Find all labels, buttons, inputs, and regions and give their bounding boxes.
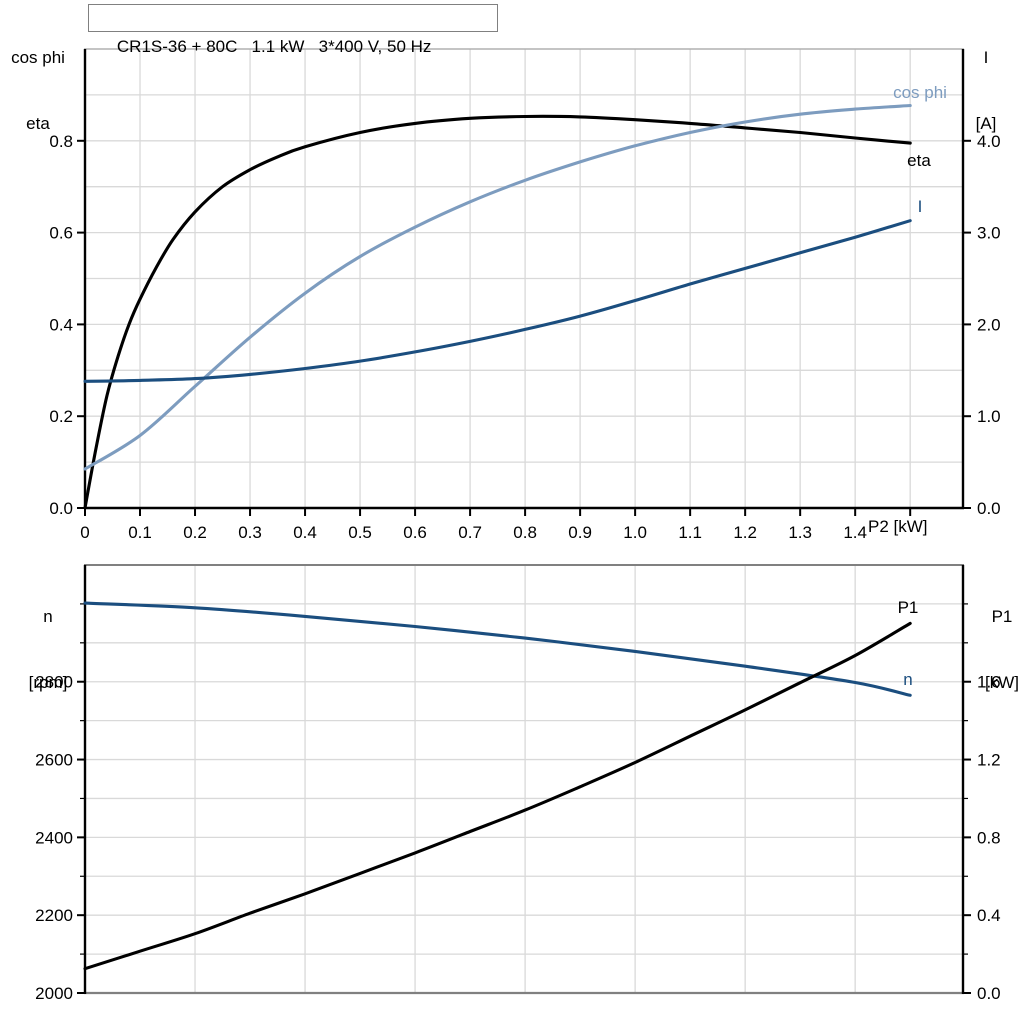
- x-tick-label: 1.3: [788, 523, 812, 542]
- cos-phi-curve-label: cos phi: [893, 83, 947, 102]
- y-right-tick-label: 0.0: [977, 984, 1001, 1003]
- y-left-tick-label: 2000: [35, 984, 73, 1003]
- curve-p1: [83, 621, 912, 971]
- y-left-tick-label: 0.0: [49, 499, 73, 518]
- top-right-axis-unit: I [A]: [955, 3, 1017, 179]
- y-left-tick-label: 0.4: [49, 315, 73, 334]
- eta-axis-label: eta: [26, 114, 50, 133]
- x-tick-label: 1.1: [678, 523, 702, 542]
- curve-current: [83, 219, 912, 383]
- y-right-tick-label: 0.4: [977, 906, 1001, 925]
- x-tick-label: 0.5: [348, 523, 372, 542]
- x-tick-label: 0.8: [513, 523, 537, 542]
- y-right-tick-label: 0.0: [977, 499, 1001, 518]
- x-tick-label: 1.4: [843, 523, 867, 542]
- y-right-tick-label: 2.0: [977, 315, 1001, 334]
- bottom-left-axis-unit: n [rpm]: [10, 562, 86, 738]
- curve-eta: [83, 114, 912, 510]
- y-left-tick-label: 2400: [35, 828, 73, 847]
- y-right-tick-label: 4.0: [977, 132, 1001, 151]
- y-right-tick-label: 3.0: [977, 224, 1001, 243]
- current-axis-label: I: [983, 48, 989, 67]
- kw-unit-label: [kW]: [985, 673, 1019, 692]
- y-left-tick-label: 2800: [35, 673, 73, 692]
- x-tick-label: 1.2: [733, 523, 757, 542]
- x-tick-label: 0.1: [128, 523, 152, 542]
- p1-axis-label: P1: [991, 607, 1013, 626]
- x-tick-label: 0.9: [568, 523, 592, 542]
- speed-axis-label: n: [43, 607, 53, 626]
- y-right-tick-label: 1.2: [977, 751, 1001, 770]
- curve-cos-phi: [83, 103, 912, 471]
- x-tick-label: 0.7: [458, 523, 482, 542]
- y-right-tick-label: 0.8: [977, 828, 1001, 847]
- y-right-tick-label: 1.6: [977, 673, 1001, 692]
- chart-title: CR1S-36 + 80C 1.1 kW 3*400 V, 50 Hz: [116, 37, 432, 56]
- x-tick-label: 0: [80, 523, 89, 542]
- y-left-tick-label: 2200: [35, 906, 73, 925]
- y-left-tick-label: 0.2: [49, 407, 73, 426]
- x-tick-label: 0.3: [238, 523, 262, 542]
- y-left-tick-label: 0.8: [49, 132, 73, 151]
- y-left-tick-label: 0.6: [49, 224, 73, 243]
- chart-title-box: CR1S-36 + 80C 1.1 kW 3*400 V, 50 Hz: [88, 4, 498, 56]
- y-left-tick-label: 2600: [35, 751, 73, 770]
- curve-speed: [83, 601, 912, 697]
- top-left-axis-unit: cos phi eta: [2, 3, 74, 179]
- bottom-right-axis-unit: P1 [kW]: [972, 562, 1024, 738]
- cos-phi-axis-label: cos phi: [11, 48, 65, 67]
- x-tick-label: 1.0: [623, 523, 647, 542]
- x-axis-unit-label: P2 [kW]: [868, 517, 928, 536]
- x-tick-label: 0.4: [293, 523, 317, 542]
- x-tick-label: 0.6: [403, 523, 427, 542]
- eta-curve-label: eta: [907, 151, 931, 170]
- current-curve-label: I: [917, 197, 923, 216]
- rpm-unit-label: [rpm]: [28, 673, 68, 692]
- n-curve-label: n: [903, 670, 913, 689]
- p1-curve-label: P1: [897, 598, 919, 617]
- x-tick-label: 0.2: [183, 523, 207, 542]
- ampere-unit-label: [A]: [975, 114, 997, 133]
- y-right-tick-label: 1.0: [977, 407, 1001, 426]
